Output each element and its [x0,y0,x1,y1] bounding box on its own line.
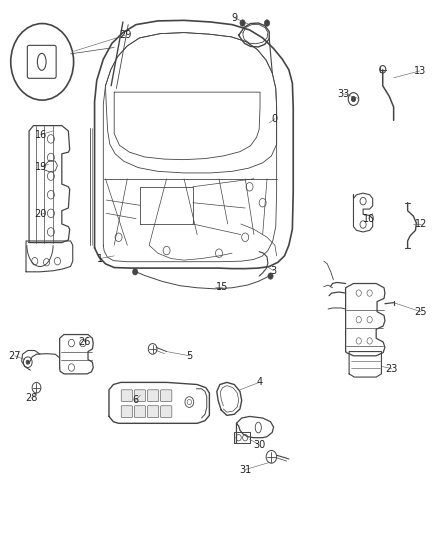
Text: 15: 15 [216,282,229,292]
Circle shape [240,20,245,26]
Text: 33: 33 [337,88,350,99]
Text: 26: 26 [78,337,91,347]
Text: 16: 16 [35,130,47,140]
Circle shape [26,360,29,365]
Text: 29: 29 [119,30,131,41]
Text: 10: 10 [363,214,375,224]
Text: 20: 20 [35,209,47,220]
Text: 19: 19 [35,161,47,172]
FancyBboxPatch shape [121,406,133,417]
Text: 5: 5 [187,351,193,361]
FancyBboxPatch shape [134,390,146,401]
FancyBboxPatch shape [148,390,159,401]
Text: 12: 12 [414,219,427,229]
FancyBboxPatch shape [148,406,159,417]
Text: 28: 28 [25,393,37,403]
Text: 25: 25 [414,306,427,317]
Text: 4: 4 [256,377,262,387]
Circle shape [351,96,356,102]
Circle shape [133,269,138,275]
FancyBboxPatch shape [160,390,172,401]
FancyBboxPatch shape [160,406,172,417]
Circle shape [268,273,273,279]
Text: 1: 1 [97,254,103,263]
Text: 9: 9 [231,13,237,23]
Text: 13: 13 [414,66,426,76]
Circle shape [265,20,270,26]
FancyBboxPatch shape [121,390,133,401]
Text: 31: 31 [239,465,251,474]
Text: 0: 0 [272,114,278,124]
FancyBboxPatch shape [134,406,146,417]
Text: 6: 6 [132,395,138,406]
Text: 3: 3 [271,266,277,276]
Text: 30: 30 [253,440,265,450]
Text: 27: 27 [8,351,21,361]
Text: 23: 23 [386,364,398,374]
